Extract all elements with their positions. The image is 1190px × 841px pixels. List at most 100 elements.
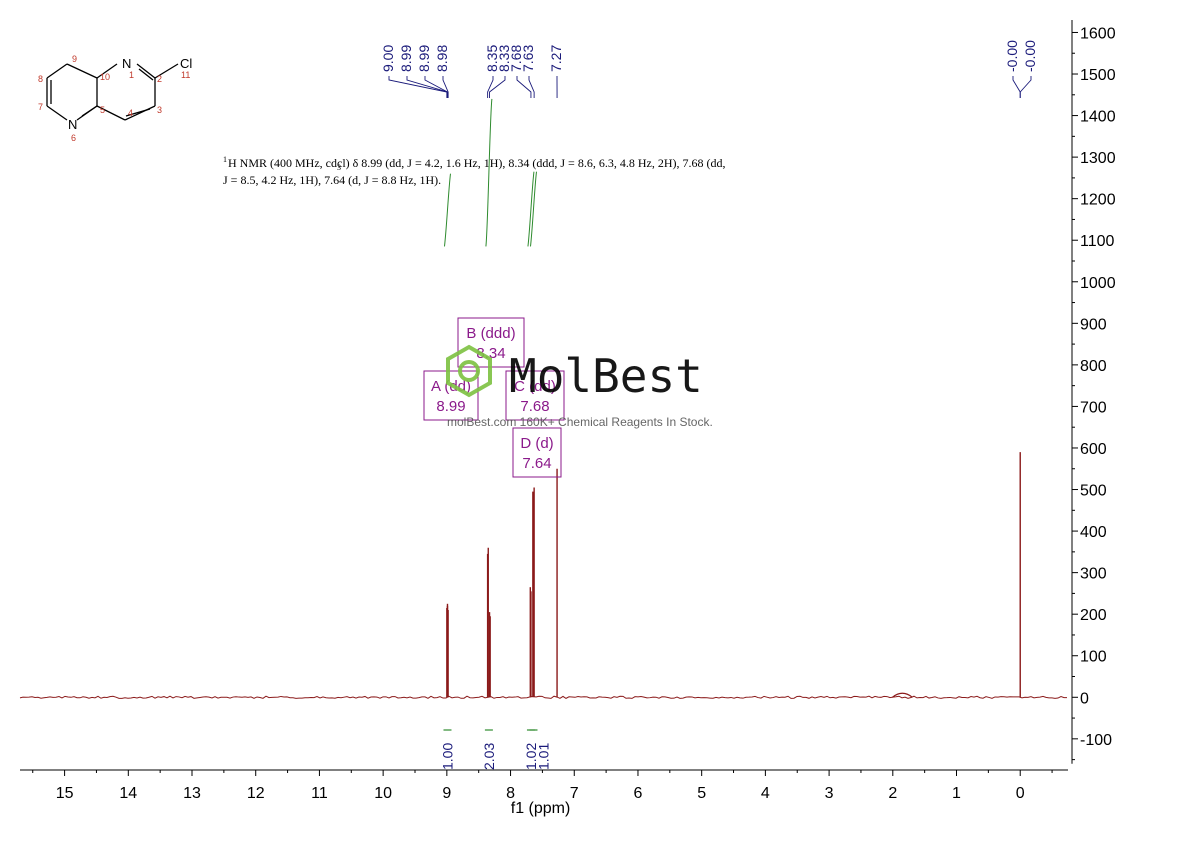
atom-number-8: 8 bbox=[38, 74, 43, 84]
integral-value: 1.01 bbox=[535, 743, 551, 770]
x-tick-label: 2 bbox=[888, 785, 897, 802]
watermark-tagline: molBest.com 160K+ Chemical Reagents In S… bbox=[447, 415, 713, 429]
multiplet-box bbox=[423, 370, 479, 421]
y-tick-label: 500 bbox=[1080, 483, 1107, 500]
nmr-superscript: 1 bbox=[223, 155, 227, 164]
n1-atom: N bbox=[122, 56, 131, 71]
atom-number-5: 5 bbox=[100, 105, 105, 115]
atom-number-1: 1 bbox=[129, 70, 134, 80]
cl-atom: Cl bbox=[180, 56, 192, 71]
x-tick-label: 6 bbox=[634, 785, 643, 802]
y-tick-label: 300 bbox=[1080, 566, 1107, 583]
peak-label-text: -0.00 bbox=[1022, 40, 1038, 72]
y-tick-label: 1300 bbox=[1080, 150, 1116, 167]
integral-value: 2.03 bbox=[481, 743, 497, 770]
y-tick-label: 400 bbox=[1080, 524, 1107, 541]
x-axis: 15 14 13 12 11 10 9 8 7 6 5 4 3 2 1 0f1 (ppm) bbox=[20, 769, 1068, 817]
multiplet-shift: 7.68 bbox=[520, 398, 549, 415]
watermark: MolBest molBest.com 160K+ Chemical Reage… bbox=[446, 344, 713, 429]
integral-curve bbox=[527, 171, 535, 247]
multiplet-shift: 8.34 bbox=[476, 345, 505, 362]
peak-label-leader bbox=[388, 76, 448, 98]
spectrum-baseline bbox=[19, 695, 1068, 699]
y-tick-label: 200 bbox=[1080, 607, 1107, 624]
peak-label-leader bbox=[442, 76, 449, 98]
multiplet-box bbox=[512, 427, 562, 478]
y-tick-label: 600 bbox=[1080, 441, 1107, 458]
nmr-subscript: 3 bbox=[337, 163, 341, 172]
x-tick-label: 3 bbox=[825, 785, 834, 802]
y-tick-label: 1500 bbox=[1080, 67, 1116, 84]
peak-label-leader bbox=[1012, 76, 1021, 98]
peak-label-leader bbox=[406, 76, 448, 98]
multiplet-box bbox=[505, 370, 565, 421]
x-tick-label: 10 bbox=[374, 785, 392, 802]
nmr-description: 1 H NMR (400 MHz, cdcl) δ 8.99 (dd, J = … bbox=[223, 155, 725, 187]
x-tick-label: 14 bbox=[119, 785, 137, 802]
y-tick-label: -100 bbox=[1080, 732, 1112, 749]
peak-label-leader bbox=[489, 76, 506, 98]
x-tick-label: 11 bbox=[311, 785, 328, 802]
peak-label-text: 7.27 bbox=[548, 45, 564, 72]
integral-value: 1.02 bbox=[523, 743, 539, 770]
water-bump bbox=[891, 692, 913, 698]
spectrum bbox=[19, 452, 1068, 699]
atom-number-9: 9 bbox=[72, 54, 77, 64]
y-tick-label: 700 bbox=[1080, 399, 1107, 416]
multiplet-boxes: A (dd)8.99B (ddd)8.34C (dd)7.68D (d)7.64 bbox=[423, 317, 565, 478]
watermark-logo-icon bbox=[446, 344, 492, 398]
atom-number-2: 2 bbox=[157, 74, 162, 84]
atom-number-11: 11 bbox=[181, 70, 190, 80]
peak-labels: 9.00 8.99 8.99 8.98 8.358.337.687.63 7.27 -0.0… bbox=[380, 40, 1038, 98]
integral-value: 1.00 bbox=[439, 743, 455, 770]
x-tick-label: 15 bbox=[56, 785, 74, 802]
peak-label-text: 8.99 bbox=[398, 45, 414, 72]
y-tick-label: 1400 bbox=[1080, 109, 1116, 126]
multiplet-shift: 7.64 bbox=[522, 455, 551, 472]
x-tick-label: 7 bbox=[570, 785, 579, 802]
integral-curve bbox=[485, 98, 493, 247]
n6-atom: N bbox=[68, 117, 77, 132]
peak-label-leader bbox=[424, 76, 448, 98]
peak-label-text: 9.00 bbox=[380, 45, 396, 72]
molecule-structure: N N Cl 1 2 3 4 5 6 7 8 9 10 11 bbox=[38, 54, 192, 143]
watermark-brand: MolBest bbox=[509, 349, 703, 403]
y-tick-label: 1200 bbox=[1080, 192, 1116, 209]
x-tick-label: 12 bbox=[247, 785, 265, 802]
nmr-description-line-1: H NMR (400 MHz, cdcl) δ 8.99 (dd, J = 4.… bbox=[228, 156, 725, 170]
x-tick-label: 1 bbox=[952, 785, 961, 802]
x-tick-label: 9 bbox=[442, 785, 451, 802]
peak-label-leader bbox=[1019, 76, 1032, 98]
atom-number-4: 4 bbox=[128, 108, 133, 118]
y-tick-label: 0 bbox=[1080, 690, 1089, 707]
integral-curves bbox=[443, 98, 537, 247]
peak-label-text: 8.98 bbox=[434, 45, 450, 72]
x-tick-label: 4 bbox=[761, 785, 770, 802]
multiplet-label: D (d) bbox=[520, 435, 553, 452]
nmr-description-line-2: J = 8.5, 4.2 Hz, 1H), 7.64 (d, J = 8.8 H… bbox=[223, 173, 441, 187]
peak-label-text: 8.33 bbox=[496, 45, 512, 72]
y-tick-label: 1600 bbox=[1080, 25, 1116, 42]
multiplet-shift: 8.99 bbox=[436, 398, 465, 415]
x-axis-title: f1 (ppm) bbox=[511, 800, 571, 817]
y-tick-label: 1100 bbox=[1080, 233, 1115, 250]
x-tick-label: 5 bbox=[697, 785, 706, 802]
peak-label-text: 8.99 bbox=[416, 45, 432, 72]
peak-label-text: -0.00 bbox=[1004, 40, 1020, 72]
y-tick-label: 800 bbox=[1080, 358, 1107, 375]
x-tick-label: 8 bbox=[506, 785, 515, 802]
multiplet-label: C (dd) bbox=[514, 378, 556, 395]
peak-label-text: 8.35 bbox=[484, 45, 500, 72]
y-axis: 1600150014001300120011001000900800700600… bbox=[1071, 20, 1116, 764]
atom-number-7: 7 bbox=[38, 102, 43, 112]
integral-curve bbox=[443, 173, 451, 247]
peak-label-text: 7.68 bbox=[508, 45, 524, 72]
x-tick-label: 13 bbox=[183, 785, 201, 802]
integral-curve bbox=[529, 171, 537, 247]
atom-number-6: 6 bbox=[71, 133, 76, 143]
integral-labels: 1.00 2.03 1.021.01 bbox=[439, 729, 551, 770]
peak-label-leader bbox=[528, 76, 535, 98]
y-tick-label: 100 bbox=[1080, 649, 1107, 666]
y-tick-label: 900 bbox=[1080, 316, 1107, 333]
